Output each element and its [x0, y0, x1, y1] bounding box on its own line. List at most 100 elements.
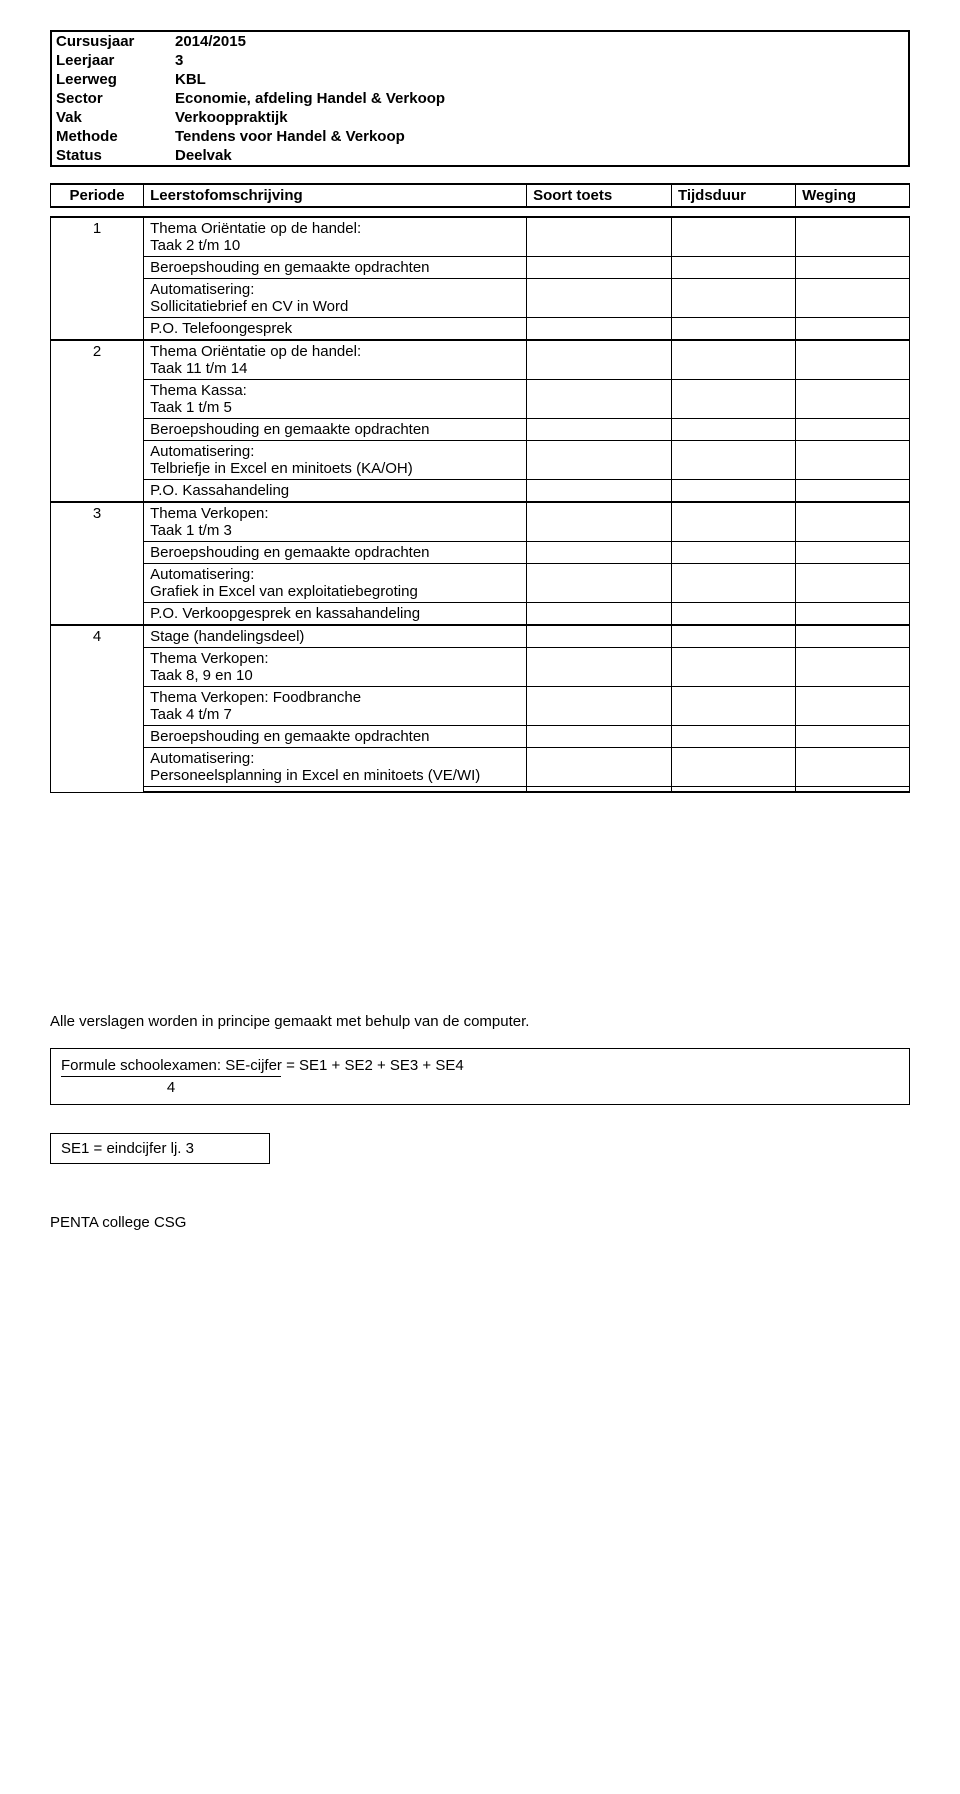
col-tijd-cell	[671, 564, 795, 603]
column-header-table: Periode Leerstofomschrijving Soort toets…	[50, 183, 910, 208]
header-label: Leerjaar	[51, 51, 171, 70]
content-cell: Beroepshouding en gemaakte opdrachten	[144, 419, 527, 441]
col-weging-cell	[796, 787, 910, 793]
col-soort-cell	[527, 542, 672, 564]
formula-fraction: 4	[61, 1074, 281, 1096]
col-tijd-cell	[671, 380, 795, 419]
header-value: Deelvak	[171, 146, 909, 166]
col-weging-cell	[796, 687, 910, 726]
content-cell: Thema Oriëntatie op de handel:Taak 2 t/m…	[144, 217, 527, 257]
col-leerstof: Leerstofomschrijving	[144, 184, 527, 207]
content-table: 1Thema Oriëntatie op de handel:Taak 2 t/…	[50, 216, 910, 793]
col-tijd-cell	[671, 748, 795, 787]
col-soort-cell	[527, 603, 672, 626]
col-tijd-cell	[671, 340, 795, 380]
content-cell: P.O. Kassahandeling	[144, 480, 527, 503]
se-box: SE1 = eindcijfer lj. 3	[50, 1133, 270, 1164]
content-cell: Thema Verkopen:Taak 1 t/m 3	[144, 502, 527, 542]
col-weging: Weging	[796, 184, 910, 207]
col-weging-cell	[796, 257, 910, 279]
content-cell: Beroepshouding en gemaakte opdrachten	[144, 542, 527, 564]
col-tijd-cell	[671, 441, 795, 480]
col-tijd-cell	[671, 726, 795, 748]
col-tijd-cell	[671, 318, 795, 341]
col-tijdsduur: Tijdsduur	[671, 184, 795, 207]
col-soort-cell	[527, 687, 672, 726]
col-weging-cell	[796, 380, 910, 419]
note-text: Alle verslagen worden in principe gemaak…	[50, 1013, 910, 1030]
col-soort-cell	[527, 217, 672, 257]
col-soort-cell	[527, 625, 672, 648]
col-soort-cell	[527, 726, 672, 748]
header-label: Vak	[51, 108, 171, 127]
header-label: Leerweg	[51, 70, 171, 89]
col-soort-cell	[527, 648, 672, 687]
col-soort-cell	[527, 318, 672, 341]
col-soort-cell	[527, 748, 672, 787]
content-cell: Stage (handelingsdeel)	[144, 625, 527, 648]
content-cell: Thema Verkopen:Taak 8, 9 en 10	[144, 648, 527, 687]
header-value: 3	[171, 51, 909, 70]
content-cell: P.O. Telefoongesprek	[144, 318, 527, 341]
col-weging-cell	[796, 419, 910, 441]
col-tijd-cell	[671, 687, 795, 726]
col-soort-cell	[527, 380, 672, 419]
col-tijd-cell	[671, 502, 795, 542]
col-soort-cell	[527, 340, 672, 380]
header-label: Status	[51, 146, 171, 166]
col-weging-cell	[796, 279, 910, 318]
col-tijd-cell	[671, 480, 795, 503]
col-weging-cell	[796, 625, 910, 648]
col-soort-cell	[527, 480, 672, 503]
col-weging-cell	[796, 217, 910, 257]
header-label: Cursusjaar	[51, 31, 171, 51]
col-weging-cell	[796, 441, 910, 480]
col-weging-cell	[796, 748, 910, 787]
content-cell: Thema Oriëntatie op de handel:Taak 11 t/…	[144, 340, 527, 380]
col-tijd-cell	[671, 603, 795, 626]
content-cell: Automatisering:Telbriefje in Excel en mi…	[144, 441, 527, 480]
page-container: Cursusjaar2014/2015Leerjaar3LeerwegKBLSe…	[0, 0, 960, 1271]
col-weging-cell	[796, 542, 910, 564]
periode-cell: 1	[51, 217, 144, 340]
header-table: Cursusjaar2014/2015Leerjaar3LeerwegKBLSe…	[50, 30, 910, 167]
header-value: Verkooppraktijk	[171, 108, 909, 127]
header-value: Economie, afdeling Handel & Verkoop	[171, 89, 909, 108]
col-soort-cell	[527, 502, 672, 542]
formula-denominator: 4	[61, 1079, 281, 1096]
content-cell: P.O. Verkoopgesprek en kassahandeling	[144, 603, 527, 626]
col-tijd-cell	[671, 279, 795, 318]
col-tijd-cell	[671, 542, 795, 564]
col-periode: Periode	[51, 184, 144, 207]
formula-text: Formule schoolexamen: SE-cijfer = SE1 + …	[61, 1057, 899, 1074]
periode-cell: 2	[51, 340, 144, 502]
col-weging-cell	[796, 502, 910, 542]
col-tijd-cell	[671, 648, 795, 687]
content-cell: Beroepshouding en gemaakte opdrachten	[144, 726, 527, 748]
content-cell: Thema Kassa:Taak 1 t/m 5	[144, 380, 527, 419]
col-tijd-cell	[671, 257, 795, 279]
col-tijd-cell	[671, 419, 795, 441]
col-soort: Soort toets	[527, 184, 672, 207]
col-soort-cell	[527, 419, 672, 441]
content-cell: Automatisering:Personeelsplanning in Exc…	[144, 748, 527, 787]
col-tijd-cell	[671, 625, 795, 648]
header-label: Methode	[51, 127, 171, 146]
footer-text: PENTA college CSG	[50, 1214, 910, 1231]
col-soort-cell	[527, 564, 672, 603]
header-value: Tendens voor Handel & Verkoop	[171, 127, 909, 146]
col-soort-cell	[527, 441, 672, 480]
content-cell: Automatisering:Grafiek in Excel van expl…	[144, 564, 527, 603]
col-weging-cell	[796, 564, 910, 603]
periode-cell: 4	[51, 625, 144, 792]
col-weging-cell	[796, 648, 910, 687]
formula-box: Formule schoolexamen: SE-cijfer = SE1 + …	[50, 1048, 910, 1105]
col-tijd-cell	[671, 787, 795, 793]
header-value: 2014/2015	[171, 31, 909, 51]
col-tijd-cell	[671, 217, 795, 257]
col-soort-cell	[527, 787, 672, 793]
periode-cell: 3	[51, 502, 144, 625]
header-label: Sector	[51, 89, 171, 108]
content-cell: Thema Verkopen: FoodbrancheTaak 4 t/m 7	[144, 687, 527, 726]
col-weging-cell	[796, 340, 910, 380]
